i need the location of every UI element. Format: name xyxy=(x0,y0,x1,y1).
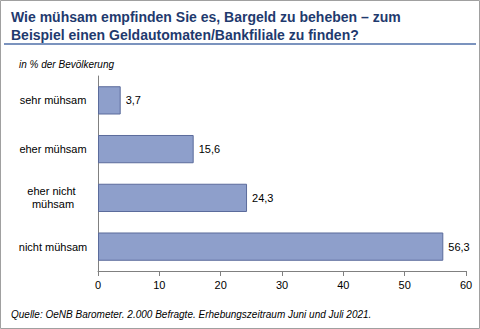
svg-text:15,6: 15,6 xyxy=(199,143,220,155)
svg-text:20: 20 xyxy=(215,279,227,291)
svg-text:mühsam: mühsam xyxy=(32,198,74,210)
svg-text:30: 30 xyxy=(276,279,288,291)
svg-text:50: 50 xyxy=(399,279,411,291)
svg-text:Quelle: OeNB Barometer. 2.000: Quelle: OeNB Barometer. 2.000 Befragte. … xyxy=(11,309,371,320)
svg-text:nicht mühsam: nicht mühsam xyxy=(19,241,87,253)
svg-text:24,3: 24,3 xyxy=(252,192,273,204)
svg-text:eher mühsam: eher mühsam xyxy=(19,143,86,155)
svg-text:eher nicht: eher nicht xyxy=(27,185,78,197)
svg-text:56,3: 56,3 xyxy=(448,241,469,253)
svg-text:in % der Bevölkerung: in % der Bevölkerung xyxy=(19,59,114,70)
svg-text:0: 0 xyxy=(95,279,101,291)
svg-text:Beispiel einen Geldautomaten/B: Beispiel einen Geldautomaten/Bankfiliale… xyxy=(11,27,359,43)
svg-text:10: 10 xyxy=(153,279,165,291)
svg-text:Wie mühsam empfinden Sie es, B: Wie mühsam empfinden Sie es, Bargeld zu … xyxy=(11,9,405,25)
svg-text:sehr mühsam: sehr mühsam xyxy=(20,94,87,106)
svg-text:3,7: 3,7 xyxy=(126,94,141,106)
svg-text:40: 40 xyxy=(337,279,349,291)
svg-text:60: 60 xyxy=(460,279,472,291)
